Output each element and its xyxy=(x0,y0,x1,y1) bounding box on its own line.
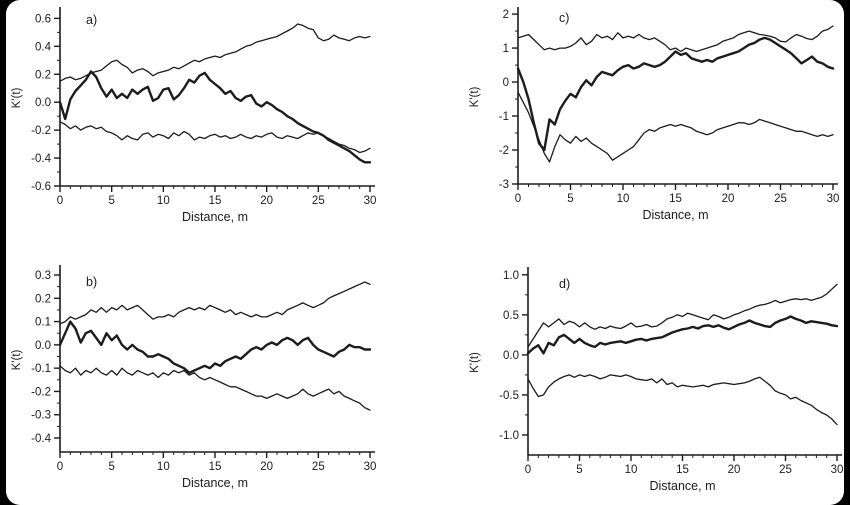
x-tick-label: 15 xyxy=(669,193,682,205)
panel-a-chart: 0 5 10 15 20 25 30 0.6 0.4 0.2 0.0 -0.2 -0.4 -0.6 a) Di… xyxy=(11,7,377,224)
series-lower-envelope xyxy=(527,374,838,426)
panel-label: d) xyxy=(559,277,570,291)
series-upper-envelope xyxy=(59,281,371,325)
y-tick-label: -0.4 xyxy=(31,153,51,165)
y-tick-label: 0.0 xyxy=(35,340,51,352)
series-upper-envelope xyxy=(59,23,371,82)
series-observed xyxy=(58,320,372,375)
x-tick-label: 25 xyxy=(774,193,787,205)
x-tick-label: 10 xyxy=(157,461,170,473)
y-tick-label: 0.4 xyxy=(35,41,52,53)
series-upper-envelope xyxy=(527,283,838,348)
x-tick-label: 10 xyxy=(157,195,170,207)
panel-b-chart: 0 5 10 15 20 25 30 0.3 0.2 0.1 0.0 -0.1 -0.2 -0.3 -0.4… xyxy=(11,265,377,490)
panel-grid: 0 5 10 15 20 25 30 0.6 0.4 0.2 0.0 -0.2 -0.4 -0.6 a) Di… xyxy=(6,0,844,505)
x-tick-label: 25 xyxy=(312,195,325,207)
y-tick-label: 0.0 xyxy=(503,350,519,362)
y-tick-label: 0.5 xyxy=(503,310,519,322)
x-tick-label: 30 xyxy=(364,195,377,207)
x-tick-label: 15 xyxy=(209,195,222,207)
x-tick-label: 15 xyxy=(209,461,222,473)
y-tick-label: -0.2 xyxy=(31,386,51,398)
y-tick-label: -0.4 xyxy=(31,433,51,445)
y-tick-label: 0.3 xyxy=(35,270,51,282)
series-lower-envelope xyxy=(59,365,371,411)
y-tick-label: -0.2 xyxy=(31,125,51,137)
x-tick-label: 5 xyxy=(567,193,573,205)
x-tick-label: 0 xyxy=(525,464,531,476)
series-observed xyxy=(526,315,839,355)
y-axis-label: K'(t) xyxy=(469,86,481,107)
x-tick-label: 5 xyxy=(576,464,582,476)
series-lower-envelope xyxy=(59,121,371,154)
x-tick-label: 0 xyxy=(515,193,521,205)
figure-canvas: 0 5 10 15 20 25 30 0.6 0.4 0.2 0.0 -0.2 -0.4 -0.6 a) Di… xyxy=(6,0,844,505)
y-tick-label: -0.3 xyxy=(31,410,51,422)
y-tick-label: -0.5 xyxy=(499,390,519,402)
x-tick-label: 30 xyxy=(827,193,840,205)
x-axis-label: Distance, m xyxy=(643,208,709,222)
series-upper-envelope xyxy=(517,25,834,53)
x-tick-label: 0 xyxy=(57,195,63,207)
y-tick-label: 0.0 xyxy=(35,97,51,109)
x-axis-label: Distance, m xyxy=(650,479,716,493)
x-tick-label: 10 xyxy=(617,193,630,205)
panel-label: b) xyxy=(86,275,97,289)
x-tick-label: 30 xyxy=(364,461,377,473)
y-axis-label: K'(t) xyxy=(11,87,23,108)
y-axis-label: K'(t) xyxy=(11,349,23,370)
panel-d-chart: 0 5 10 15 20 25 30 1.0 0.5 0.0 -0.5 -1.0 d) Distance,… xyxy=(469,267,844,493)
x-tick-label: 30 xyxy=(831,464,844,476)
y-tick-label: 2 xyxy=(503,9,509,21)
y-axis-label: K'(t) xyxy=(469,352,481,373)
x-tick-label: 25 xyxy=(312,461,325,473)
x-tick-label: 5 xyxy=(108,461,114,473)
y-tick-label: -2 xyxy=(499,145,509,157)
x-tick-label: 20 xyxy=(260,195,273,207)
y-tick-label: 1.0 xyxy=(503,270,519,282)
series-observed xyxy=(516,36,835,152)
x-tick-label: 20 xyxy=(260,461,273,473)
panel-label: c) xyxy=(559,11,569,25)
x-tick-label: 15 xyxy=(676,464,689,476)
x-axis-label: Distance, m xyxy=(182,210,248,224)
y-tick-label: 0.1 xyxy=(35,317,51,329)
x-tick-label: 10 xyxy=(625,464,638,476)
x-tick-label: 20 xyxy=(722,193,735,205)
y-tick-label: -3 xyxy=(499,179,509,191)
x-tick-label: 5 xyxy=(108,195,114,207)
x-tick-label: 25 xyxy=(779,464,792,476)
panel-label: a) xyxy=(86,13,97,27)
y-tick-label: -1 xyxy=(499,111,509,123)
y-tick-label: 0.6 xyxy=(35,13,51,25)
y-tick-label: -0.6 xyxy=(31,181,51,193)
x-tick-label: 0 xyxy=(57,461,63,473)
y-tick-label: 0 xyxy=(503,77,509,89)
y-tick-label: 1 xyxy=(503,43,509,55)
series-observed xyxy=(58,70,372,164)
y-tick-label: 0.2 xyxy=(35,69,51,81)
series-lower-envelope xyxy=(517,91,834,163)
x-tick-label: 20 xyxy=(728,464,741,476)
y-tick-label: -1.0 xyxy=(499,430,519,442)
y-tick-label: 0.2 xyxy=(35,293,51,305)
x-axis-label: Distance, m xyxy=(182,476,248,490)
y-tick-label: -0.1 xyxy=(31,363,51,375)
